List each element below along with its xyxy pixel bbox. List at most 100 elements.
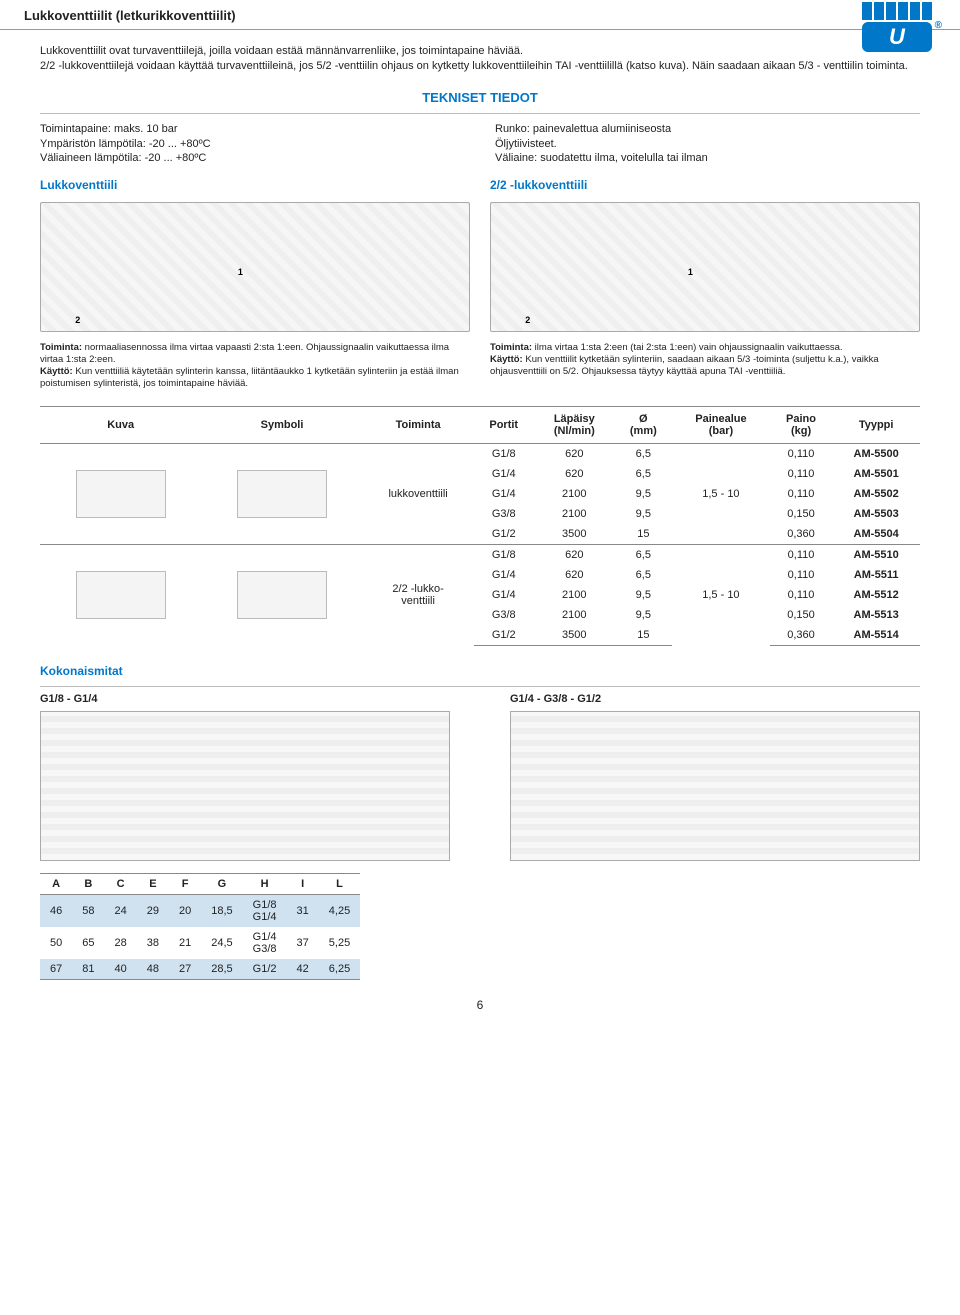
spec-line: Ympäristön lämpötila: -20 ... +80ºC [40, 137, 465, 152]
spec-line: Toimintapaine: maks. 10 bar [40, 122, 465, 137]
dim-cell: 37 [287, 927, 319, 959]
dim-cell: 27 [169, 959, 201, 980]
dim-cell: 28,5 [201, 959, 242, 980]
spec-table: Kuva Symboli Toiminta Portit Läpäisy (Nl… [40, 406, 920, 646]
cell: 0,110 [770, 464, 832, 484]
h-line: Läpäisy [554, 413, 595, 425]
cell: 9,5 [615, 484, 672, 504]
cell: AM-5510 [832, 544, 920, 565]
cell: 620 [534, 464, 615, 484]
header-band: Lukkoventtiilit (letkurikkoventtiilit) U… [0, 0, 960, 30]
spec-line: Väliaineen lämpötila: -20 ... +80ºC [40, 151, 465, 166]
text: Kun venttiiliä käytetään sylinterin kans… [40, 366, 459, 389]
text: Kun venttiilit kytketään sylinteriin, sa… [490, 354, 879, 377]
symbol-cell [201, 443, 362, 544]
dims-right: G1/4 - G3/8 - G1/2 [510, 693, 920, 861]
cell: 2100 [534, 585, 615, 605]
cell: G1/8 [474, 544, 534, 565]
dim-cell: G1/8G1/4 [243, 894, 287, 927]
dim-cell: 81 [72, 959, 104, 980]
desc-left: Toiminta: normaaliasennossa ilma virtaa … [40, 342, 470, 390]
col-paino: Paino (kg) [770, 406, 832, 443]
dim-cell: 50 [40, 927, 72, 959]
page-title: Lukkoventtiilit (letkurikkoventtiilit) [24, 8, 236, 23]
desc-right: Toiminta: ilma virtaa 1:sta 2:een (tai 2… [490, 342, 920, 390]
cell: 15 [615, 625, 672, 646]
cell: 0,110 [770, 443, 832, 464]
left-valve-diagram: 12 [40, 202, 470, 332]
col-toiminta: Toiminta [363, 406, 474, 443]
dim-cell: 28 [105, 927, 137, 959]
diagram-row: 12 12 [40, 202, 920, 332]
cell: G3/8 [474, 504, 534, 524]
col-tyyppi: Tyyppi [832, 406, 920, 443]
dims-left-label: G1/8 - G1/4 [40, 693, 450, 705]
toiminta-cell: 2/2 -lukko-venttiili [363, 544, 474, 645]
cell: 15 [615, 524, 672, 545]
dim-cell: 58 [72, 894, 104, 927]
content: Lukkoventtiilit ovat turvaventtiilejä, j… [0, 30, 960, 1022]
cell: G1/4 [474, 565, 534, 585]
brand-logo: U® [862, 2, 932, 48]
dim-col: F [169, 873, 201, 894]
dim-cell: 21 [169, 927, 201, 959]
h-line: Paino [786, 413, 816, 425]
dim-col: I [287, 873, 319, 894]
dim-cell: G1/4G3/8 [243, 927, 287, 959]
cell: 2100 [534, 484, 615, 504]
page-number: 6 [40, 998, 920, 1012]
table-row: 2/2 -lukko-venttiiliG1/86206,51,5 - 100,… [40, 544, 920, 565]
h-line: (mm) [630, 425, 657, 437]
pressure-cell: 1,5 - 10 [672, 544, 770, 645]
cell: 0,110 [770, 544, 832, 565]
cell: 0,110 [770, 585, 832, 605]
text: ilma virtaa 1:sta 2:een (tai 2:sta 1:een… [532, 342, 843, 353]
cell: G1/8 [474, 443, 534, 464]
divider [40, 686, 920, 687]
col-paine: Painealue (bar) [672, 406, 770, 443]
cell: 3500 [534, 524, 615, 545]
dim-row: 506528382124,5G1/4G3/8375,25 [40, 927, 360, 959]
col-lapaisy: Läpäisy (Nl/min) [534, 406, 615, 443]
cell: AM-5500 [832, 443, 920, 464]
spec-line: Väliaine: suodatettu ilma, voitelulla ta… [495, 151, 920, 166]
cell: 0,150 [770, 504, 832, 524]
description-row: Toiminta: normaaliasennossa ilma virtaa … [40, 342, 920, 390]
dim-cell: 65 [72, 927, 104, 959]
dim-row: 465824292018,5G1/8G1/4314,25 [40, 894, 360, 927]
dim-cell: 20 [169, 894, 201, 927]
cell: G1/2 [474, 625, 534, 646]
label: Käyttö: [40, 366, 73, 377]
cell: 0,110 [770, 565, 832, 585]
dim-col: B [72, 873, 104, 894]
specs-left: Toimintapaine: maks. 10 bar Ympäristön l… [40, 122, 465, 167]
cell: G1/4 [474, 585, 534, 605]
specs-right: Runko: painevalettua alumiiniseosta Öljy… [495, 122, 920, 167]
label: Toiminta: [490, 342, 532, 353]
h-line: (kg) [791, 425, 811, 437]
cell: 9,5 [615, 585, 672, 605]
valve-titles: Lukkoventtiili 2/2 -lukkoventtiili [40, 178, 920, 192]
dim-drawing-right [510, 711, 920, 861]
cell: 9,5 [615, 504, 672, 524]
dim-col: L [319, 873, 360, 894]
left-valve-title: Lukkoventtiili [40, 178, 117, 192]
dim-cell: 29 [137, 894, 169, 927]
h-line: (Nl/min) [554, 425, 595, 437]
dim-cell: 18,5 [201, 894, 242, 927]
cell: AM-5512 [832, 585, 920, 605]
text: normaaliasennossa ilma virtaa vapaasti 2… [40, 342, 449, 365]
dim-col: C [105, 873, 137, 894]
cell: 9,5 [615, 605, 672, 625]
right-valve-diagram: 12 [490, 202, 920, 332]
intro-p2: 2/2 -lukkoventtiilejä voidaan käyttää tu… [40, 59, 920, 74]
symbol-cell [201, 544, 362, 645]
cell: 6,5 [615, 565, 672, 585]
intro-p1: Lukkoventtiilit ovat turvaventtiilejä, j… [40, 44, 920, 59]
cell: AM-5514 [832, 625, 920, 646]
cell: AM-5513 [832, 605, 920, 625]
dim-cell: 38 [137, 927, 169, 959]
cell: 620 [534, 544, 615, 565]
cell: G1/4 [474, 484, 534, 504]
dim-cell: 24,5 [201, 927, 242, 959]
